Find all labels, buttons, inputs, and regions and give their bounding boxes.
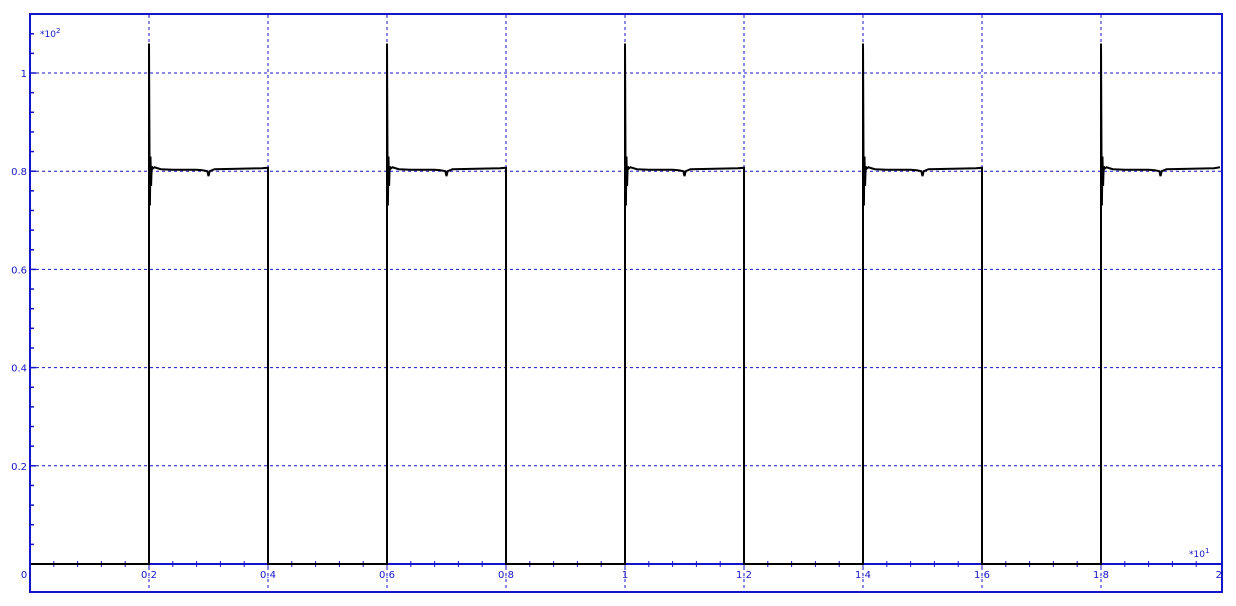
x-tick-label: 0.4 — [260, 570, 276, 581]
x-axis-multiplier: *101 — [1189, 547, 1209, 560]
y-tick-label: 1 — [21, 69, 27, 80]
y-tick-label: 0.2 — [11, 462, 27, 473]
y-axis-multiplier: *102 — [40, 27, 60, 40]
y-tick-label: 0.4 — [11, 364, 27, 375]
y-tick-label: 0.8 — [11, 167, 27, 178]
x-tick-label: 1.6 — [974, 570, 990, 581]
x-tick-label: 1 — [622, 570, 628, 581]
x-tick-label: 0.6 — [379, 570, 395, 581]
y-tick-label: 0.6 — [11, 265, 27, 276]
x-tick-label: 2 — [1216, 570, 1222, 581]
plot-frame — [29, 13, 1223, 593]
series-line — [30, 43, 1221, 565]
x-tick-label: 0.2 — [141, 570, 157, 581]
x-tick-label: 0 — [21, 570, 27, 581]
x-tick-label: 0.8 — [498, 570, 514, 581]
axis-ticks — [30, 32, 1197, 567]
x-tick-label: 1.8 — [1093, 570, 1109, 581]
tick-labels: 0.2 0.4 0.6 0.8 1 0 0.2 0.4 0.6 0.8 1 1.2 1.4 1.6 1.8 2 — [11, 69, 1222, 581]
x-tick-label: 1.4 — [855, 570, 871, 581]
x-tick-label: 1.2 — [736, 570, 752, 581]
